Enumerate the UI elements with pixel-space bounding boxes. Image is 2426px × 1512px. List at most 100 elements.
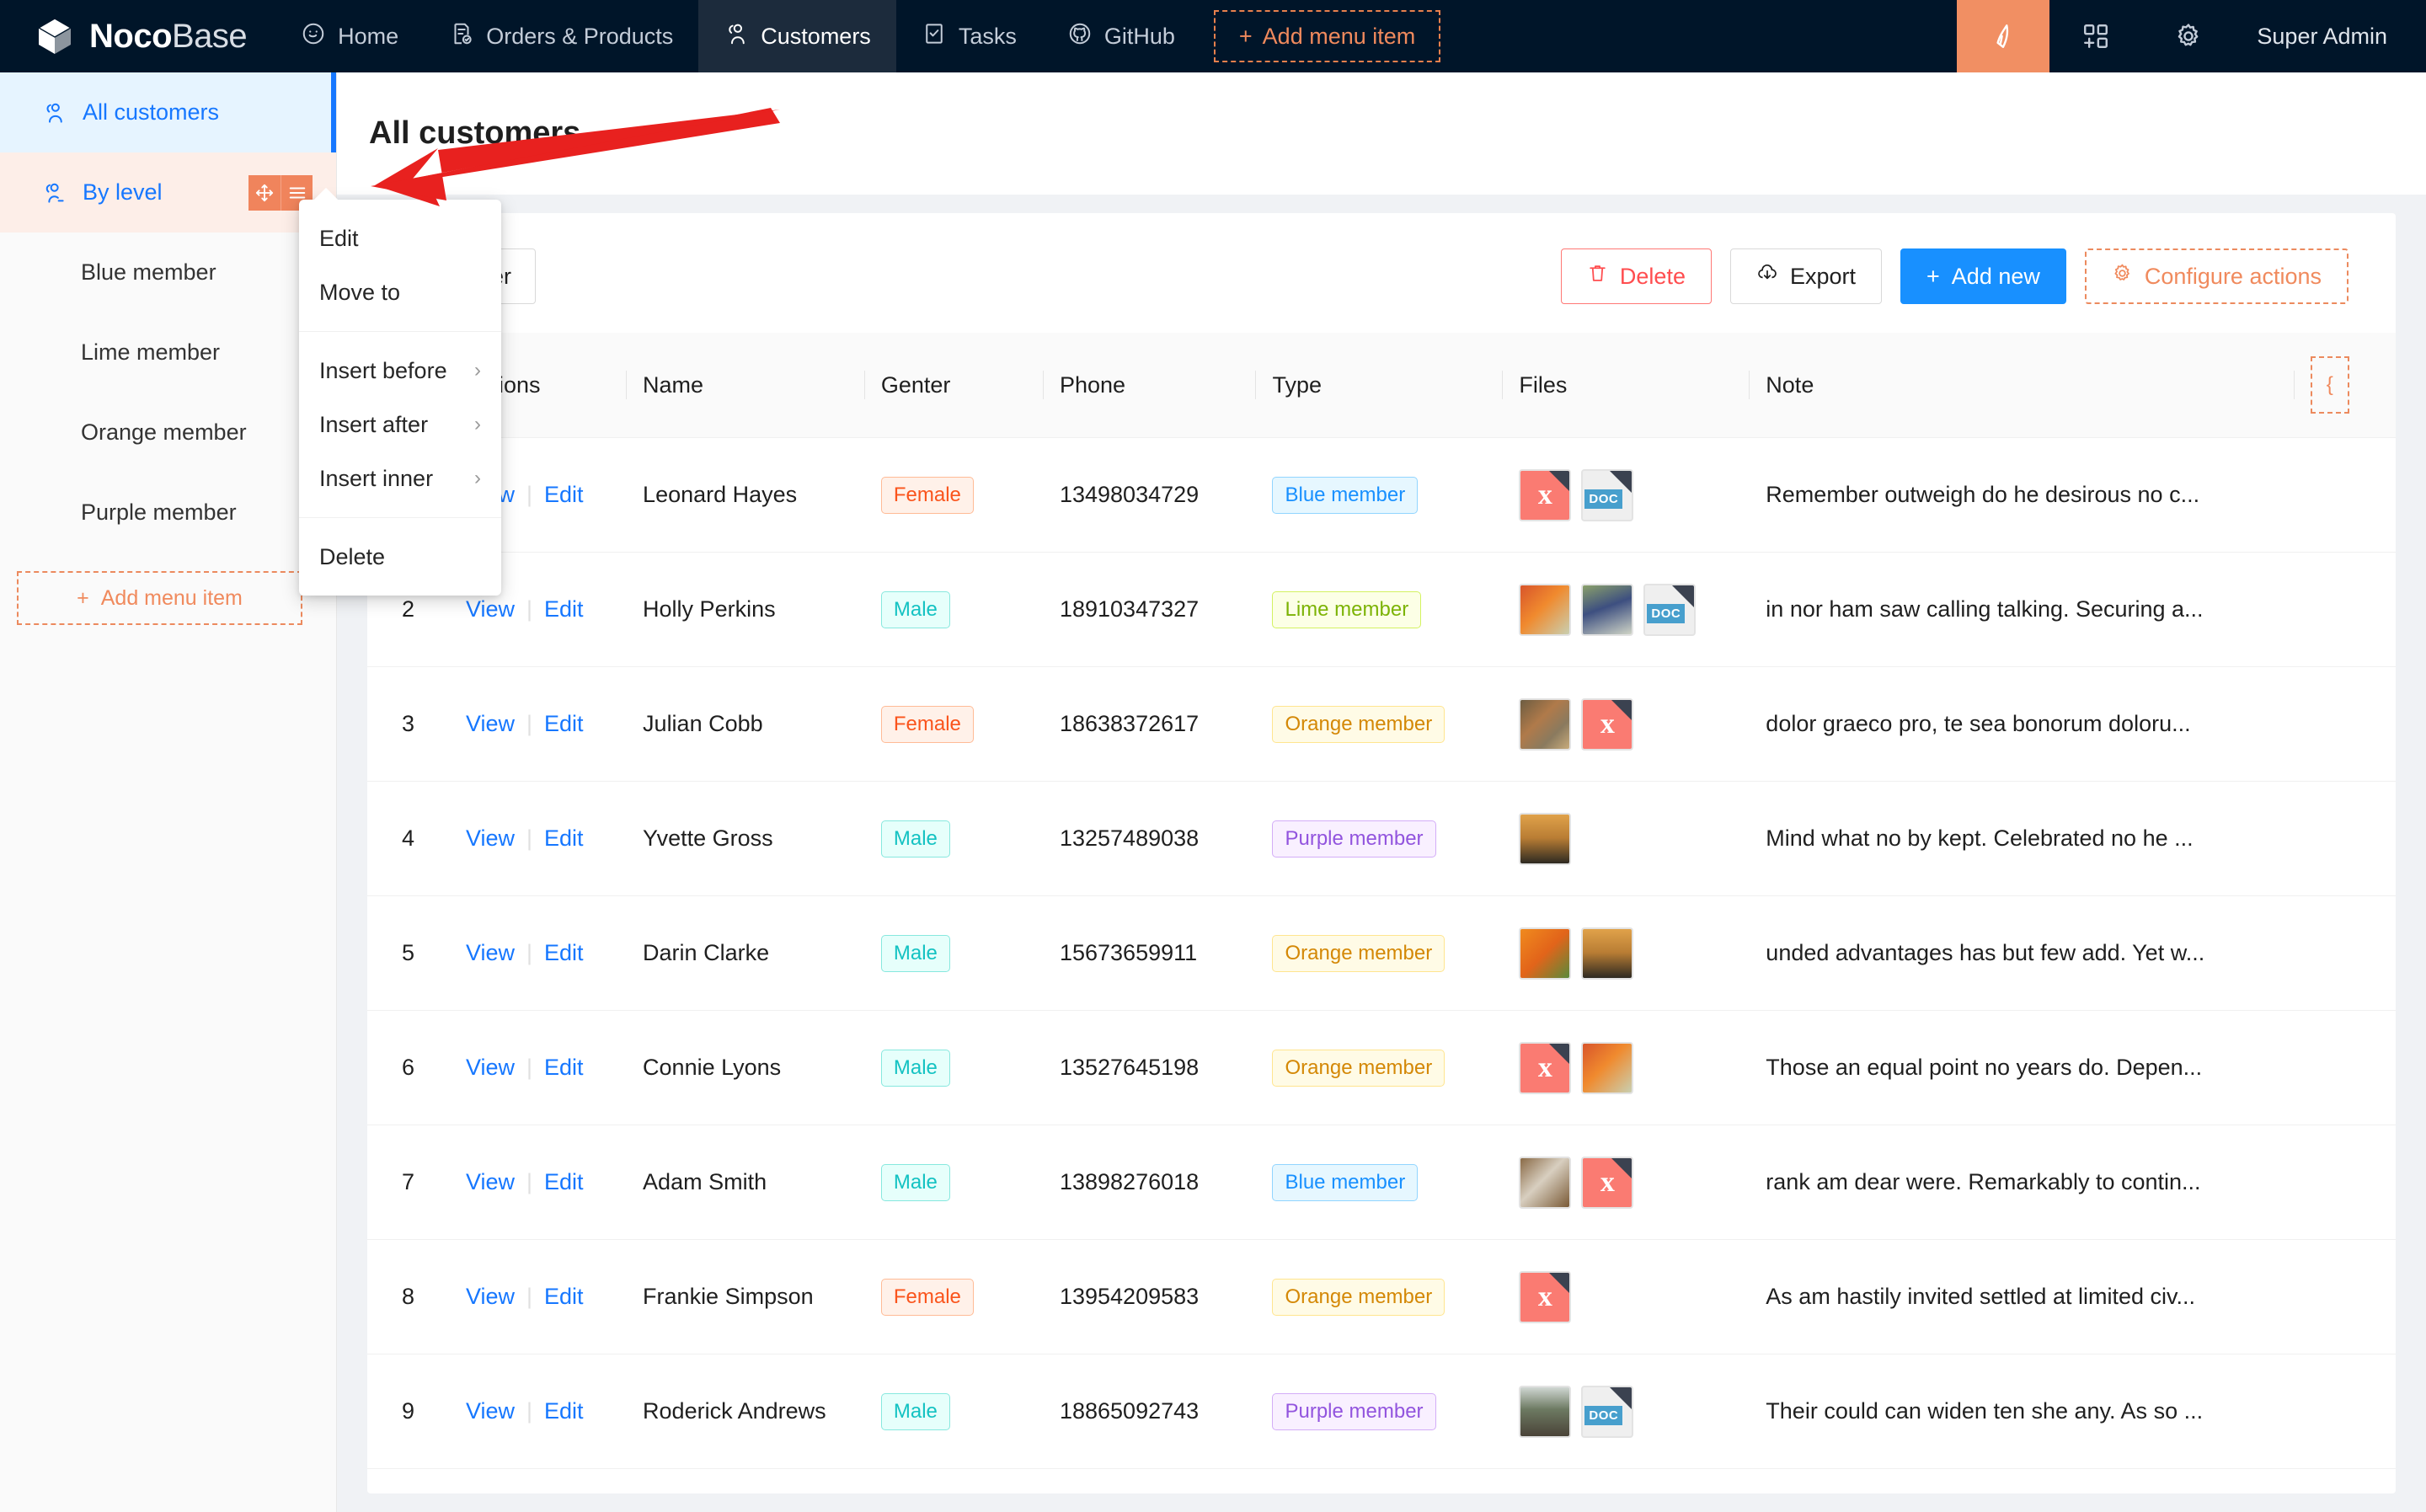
doc-file-icon[interactable]: DOC [1581,1385,1634,1438]
dropdown-item-delete[interactable]: Delete [299,530,501,584]
row-name: Leonard Hayes [626,437,864,553]
view-link[interactable]: View [465,1169,515,1194]
edit-link[interactable]: Edit [544,1169,584,1194]
row-configure-spacer [2293,1239,2396,1354]
configure-actions-button[interactable]: Configure actions [2084,248,2349,304]
table-row[interactable]: 6 View | Edit Connie Lyons Male 13527645198 Ora… [367,1010,2396,1125]
export-button[interactable]: Export [1729,248,1883,304]
table-row[interactable]: 7 View | Edit Adam Smith Male 13898276018 Blue … [367,1125,2396,1240]
configure-columns-icon[interactable]: { [2310,356,2349,414]
view-link[interactable]: View [465,940,515,965]
table-row[interactable]: 4 View | Edit Yvette Gross Male 13257489038 Pur… [367,781,2396,896]
table-row[interactable]: 2 View | Edit Holly Perkins Male 18910347327 Li… [367,552,2396,667]
edit-link[interactable]: Edit [544,940,584,965]
column-header-type[interactable]: Type [1255,333,1503,438]
table-row[interactable]: 8 View | Edit Frankie Simpson Female 139542095… [367,1239,2396,1354]
column-header-phone[interactable]: Phone [1042,333,1256,438]
nav-item-customers[interactable]: Customers [698,0,896,72]
view-link[interactable]: View [465,1398,515,1424]
row-note: Those an equal point no years do. Depen.… [1749,1010,2294,1125]
edit-link[interactable]: Edit [544,825,584,851]
page-body: Filter Delete [337,195,2426,1493]
view-link[interactable]: View [465,1284,515,1309]
image-file-thumbnail[interactable] [1581,927,1634,980]
sidebar-item-lime-member[interactable]: Lime member [0,313,336,393]
user-menu[interactable]: Super Admin [2235,0,2426,72]
row-note: rank am dear were. Remarkably to contin.… [1749,1125,2294,1240]
table-row[interactable]: 5 View | Edit Darin Clarke Male 15673659911 Ora… [367,895,2396,1011]
image-file-thumbnail[interactable] [1519,583,1572,636]
nav-item-home[interactable]: Home [275,0,424,72]
view-link[interactable]: View [465,596,515,622]
row-index: 6 [367,1010,449,1125]
dropdown-item-move-to[interactable]: Move to [299,265,501,319]
dropdown-item-insert-after[interactable]: Insert after › [299,398,501,451]
brand-logo-area[interactable]: NocoBase [0,0,275,72]
column-header-genter[interactable]: Genter [863,333,1043,438]
brand-name: NocoBase [89,17,248,55]
sidebar-item-purple-member[interactable]: Purple member [0,473,336,553]
sidebar-item-all-customers[interactable]: All customers [0,72,336,152]
pdf-glyph: x [1537,1051,1552,1083]
dropdown-item-insert-before[interactable]: Insert before › [299,344,501,398]
image-file-thumbnail[interactable] [1581,583,1634,636]
chevron-right-icon: › [474,359,481,382]
plus-icon: + [1238,23,1253,49]
edit-link[interactable]: Edit [544,1055,584,1080]
image-file-thumbnail[interactable] [1519,927,1572,980]
action-separator: | [526,940,533,965]
document-check-icon [449,21,474,52]
view-link[interactable]: View [465,1055,515,1080]
sidebar-item-by-level[interactable]: By level [0,152,336,232]
view-link[interactable]: View [465,825,515,851]
image-file-thumbnail[interactable] [1519,812,1572,865]
column-header-files[interactable]: Files [1502,333,1750,438]
table-row[interactable]: 3 View | Edit Julian Cobb Female 18638372617 Or… [367,666,2396,782]
nav-item-orders-products[interactable]: Orders & Products [424,0,698,72]
nav-item-tasks[interactable]: Tasks [896,0,1042,72]
highlight-pen-icon[interactable] [1957,0,2050,72]
image-file-thumbnail[interactable] [1581,1041,1634,1094]
doc-file-icon[interactable]: DOC [1643,583,1697,636]
add-menu-item-topbar-button[interactable]: + Add menu item [1213,10,1441,62]
table-card: Filter Delete [367,213,2396,1493]
edit-link[interactable]: Edit [544,1284,584,1309]
drag-move-icon[interactable] [248,174,281,211]
delete-button[interactable]: Delete [1560,248,1712,304]
sidebar: All customers By level [0,72,337,1512]
sidebar-item-orange-member[interactable]: Orange member [0,393,336,473]
add-new-button[interactable]: + Add new [1900,248,2066,304]
column-header-name[interactable]: Name [626,333,864,438]
gear-icon[interactable] [2142,0,2235,72]
nav-item-github[interactable]: GitHub [1042,0,1200,72]
sidebar-add-menu-item-button[interactable]: + Add menu item [17,571,302,625]
edit-link[interactable]: Edit [544,1398,584,1424]
sidebar-item-blue-member[interactable]: Blue member [0,232,336,313]
image-file-thumbnail[interactable] [1519,1156,1572,1209]
edit-link[interactable]: Edit [544,711,584,736]
image-file-thumbnail[interactable] [1519,697,1572,751]
nav-label: Tasks [958,23,1017,49]
dropdown-item-insert-inner[interactable]: Insert inner › [299,451,501,505]
row-note: unded advantages has but few add. Yet w.… [1749,895,2294,1011]
column-header-note[interactable]: Note [1749,333,2294,438]
pdf-file-icon[interactable]: x [1519,1270,1572,1323]
files-cell-list: DOC [1519,583,1749,636]
pdf-file-icon[interactable]: x [1581,697,1634,751]
dropdown-item-edit[interactable]: Edit [299,211,501,265]
image-file-thumbnail[interactable] [1519,1385,1572,1438]
pdf-file-icon[interactable]: x [1519,1041,1572,1094]
view-link[interactable]: View [465,711,515,736]
table-row[interactable]: 9 View | Edit Roderick Andrews Male 1886509274… [367,1354,2396,1469]
row-index: 8 [367,1239,449,1354]
plus-icon: + [1926,263,1940,289]
pdf-file-icon[interactable]: x [1581,1156,1634,1209]
row-gender: Male [863,895,1043,1011]
edit-link[interactable]: Edit [544,482,584,507]
plugin-grid-icon[interactable] [2049,0,2142,72]
edit-link[interactable]: Edit [544,596,584,622]
column-header-configure[interactable]: { [2293,333,2396,438]
doc-file-icon[interactable]: DOC [1581,468,1634,521]
pdf-file-icon[interactable]: x [1519,468,1572,521]
